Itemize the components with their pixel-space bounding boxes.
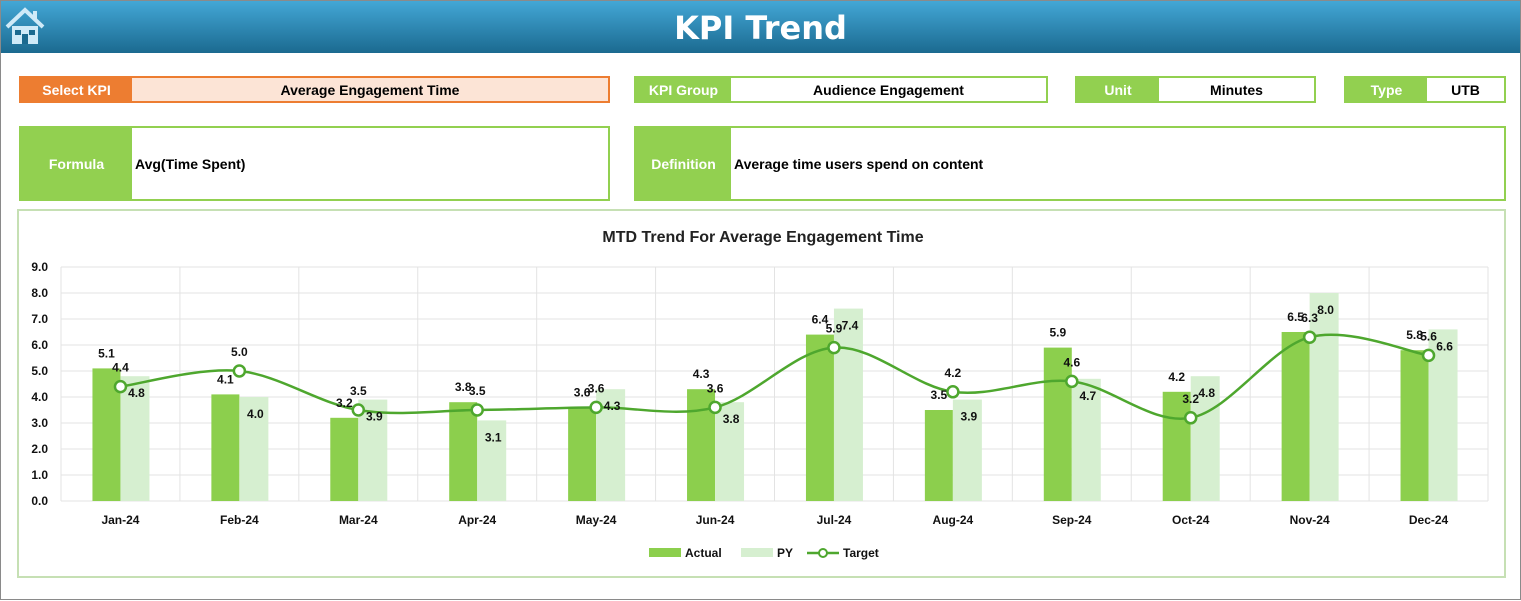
header-bar: KPI Trend [1,1,1520,53]
formula-field: Formula Avg(Time Spent) [19,126,610,201]
definition-value: Average time users spend on content [734,155,984,172]
unit-label: Unit [1077,78,1159,101]
definition-label: Definition [636,128,731,199]
select-kpi-label: Select KPI [21,78,132,101]
formula-value: Avg(Time Spent) [135,155,246,172]
page-title: KPI Trend [674,9,847,47]
type-label: Type [1346,78,1427,101]
definition-field: Definition Average time users spend on c… [634,126,1506,201]
type-field: Type UTB [1344,76,1506,103]
formula-label: Formula [21,128,132,199]
chart-container [17,209,1506,578]
select-kpi-dropdown[interactable]: Average Engagement Time [280,81,460,98]
select-kpi-field[interactable]: Select KPI Average Engagement Time [19,76,610,103]
kpi-group-field: KPI Group Audience Engagement [634,76,1048,103]
type-value: UTB [1451,81,1480,98]
unit-field: Unit Minutes [1075,76,1316,103]
home-icon[interactable] [5,7,45,45]
kpi-group-label: KPI Group [636,78,731,101]
kpi-group-value: Audience Engagement [813,81,964,98]
unit-value: Minutes [1210,81,1263,98]
